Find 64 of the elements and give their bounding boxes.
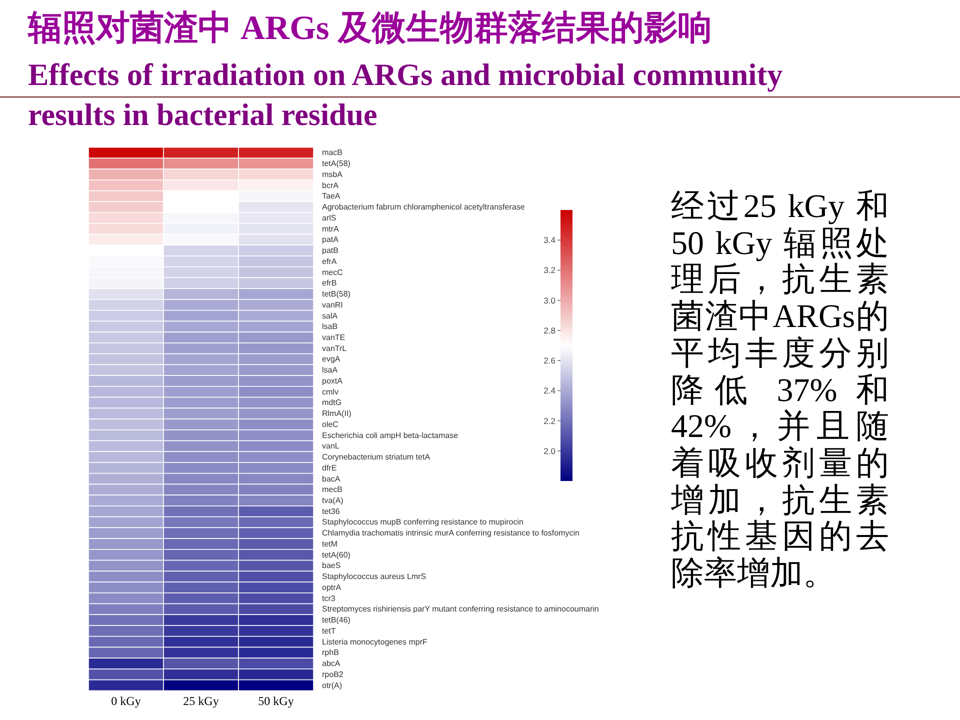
x-tick-label: 0 kGy bbox=[111, 694, 141, 708]
y-tick-label: optrA bbox=[322, 582, 342, 592]
y-tick-label: mdtG bbox=[322, 398, 342, 408]
y-tick-label: tet36 bbox=[322, 506, 340, 516]
y-tick-label: otr(A) bbox=[322, 680, 342, 690]
y-tick-label: tva(A) bbox=[322, 496, 344, 506]
y-tick-label: Listeria monocytogenes mprF bbox=[322, 637, 428, 646]
y-tick-label: tetA(58) bbox=[322, 159, 351, 168]
y-tick-label: Escherichia coli ampH beta-lactamase bbox=[322, 430, 459, 440]
y-tick-label: RlmA(II) bbox=[322, 409, 352, 418]
y-tick-label: macB bbox=[322, 148, 342, 158]
color-bar-label: 3.0 bbox=[544, 295, 556, 306]
color-bar-label: 2.8 bbox=[544, 325, 556, 336]
y-tick-label: tetB(46) bbox=[322, 616, 351, 625]
y-tick-label: mecB bbox=[322, 485, 342, 494]
y-tick-label: efrB bbox=[322, 278, 337, 288]
y-tick-label: tetB(58) bbox=[322, 290, 351, 299]
y-tick-label: abcA bbox=[322, 659, 341, 668]
y-tick-label: efrA bbox=[322, 256, 338, 266]
y-tick-label: bcrA bbox=[322, 180, 340, 190]
color-bar-label: 2.4 bbox=[544, 386, 556, 396]
y-tick-label: oleC bbox=[322, 420, 339, 429]
y-tick-label: rpoB2 bbox=[322, 670, 344, 679]
y-tick-label: msbA bbox=[322, 170, 344, 179]
y-tick-label: tcr3 bbox=[322, 594, 336, 603]
color-bar-label: 3.2 bbox=[544, 265, 556, 276]
color-bar-label: 3.4 bbox=[544, 235, 556, 246]
chart-title: 辐照对菌渣中 ARGs 及微生物群落结果的影响 bbox=[28, 9, 712, 49]
y-tick-label: Chlamydia trachomatis intrinsic murA conferring resistance to fosfomycin bbox=[322, 528, 580, 538]
x-tick-label: 50 kGy bbox=[258, 694, 294, 708]
y-tick-label: tetM bbox=[322, 539, 338, 548]
x-tick-label: 25 kGy bbox=[183, 694, 219, 708]
text: 经过25 kGy 和50 kGy 辐照处理后，抗生素菌渣中ARGs的平均丰度分别降低 37% 和42%，并且随着吸收剂量的增加，抗生素抗性基因的去除率增加。 bbox=[671, 189, 889, 592]
color-bar-label: 2.6 bbox=[544, 356, 556, 366]
y-tick-label: mecC bbox=[322, 268, 344, 277]
y-tick-label: lsaB bbox=[322, 322, 338, 332]
y-tick-label: patB bbox=[322, 246, 338, 256]
y-tick-label: vanL bbox=[322, 442, 340, 451]
y-tick-label: cmlv bbox=[322, 387, 338, 396]
y-tick-label: vanTE bbox=[322, 332, 346, 342]
y-tick-label: Streptomyces rishiriensis parY mutant conferring resistance to aminocoumarin bbox=[322, 604, 599, 614]
y-tick-label: dfrE bbox=[322, 463, 337, 472]
color-bar-label: 2.0 bbox=[544, 446, 556, 456]
y-tick-label: TaeA bbox=[322, 192, 341, 201]
y-tick-label: vanRI bbox=[322, 300, 343, 310]
y-tick-label: Corynebacterium striatum tetA bbox=[322, 452, 431, 462]
y-tick-label: salA bbox=[322, 311, 338, 320]
y-tick-label: tetA(60) bbox=[322, 550, 351, 560]
y-tick-label: tetT bbox=[322, 626, 336, 636]
color-bar-label: 2.2 bbox=[544, 416, 556, 426]
y-tick-label: vanTrL bbox=[322, 344, 348, 353]
y-tick-label: mtrA bbox=[322, 224, 340, 234]
text: Effects of irradiation on ARGs and microbial community results in bacterial residue bbox=[28, 56, 784, 134]
y-tick-label: Staphylococcus aureus LmrS bbox=[322, 572, 426, 582]
y-tick-label: Agrobacterium fabrum chloramphenicol acetyltransferase bbox=[322, 202, 526, 212]
y-tick-label: poxtA bbox=[322, 376, 344, 386]
y-tick-label: lsaA bbox=[322, 366, 338, 375]
y-tick-label: evgA bbox=[322, 354, 341, 364]
y-tick-label: bacA bbox=[322, 474, 341, 484]
y-tick-label: rphB bbox=[322, 648, 339, 658]
y-tick-label: Staphylococcus mupB conferring resistance to mupirocin bbox=[322, 518, 524, 527]
y-tick-label: patA bbox=[322, 235, 340, 244]
y-tick-label: baeS bbox=[322, 561, 341, 570]
y-tick-label: arlS bbox=[322, 213, 336, 222]
